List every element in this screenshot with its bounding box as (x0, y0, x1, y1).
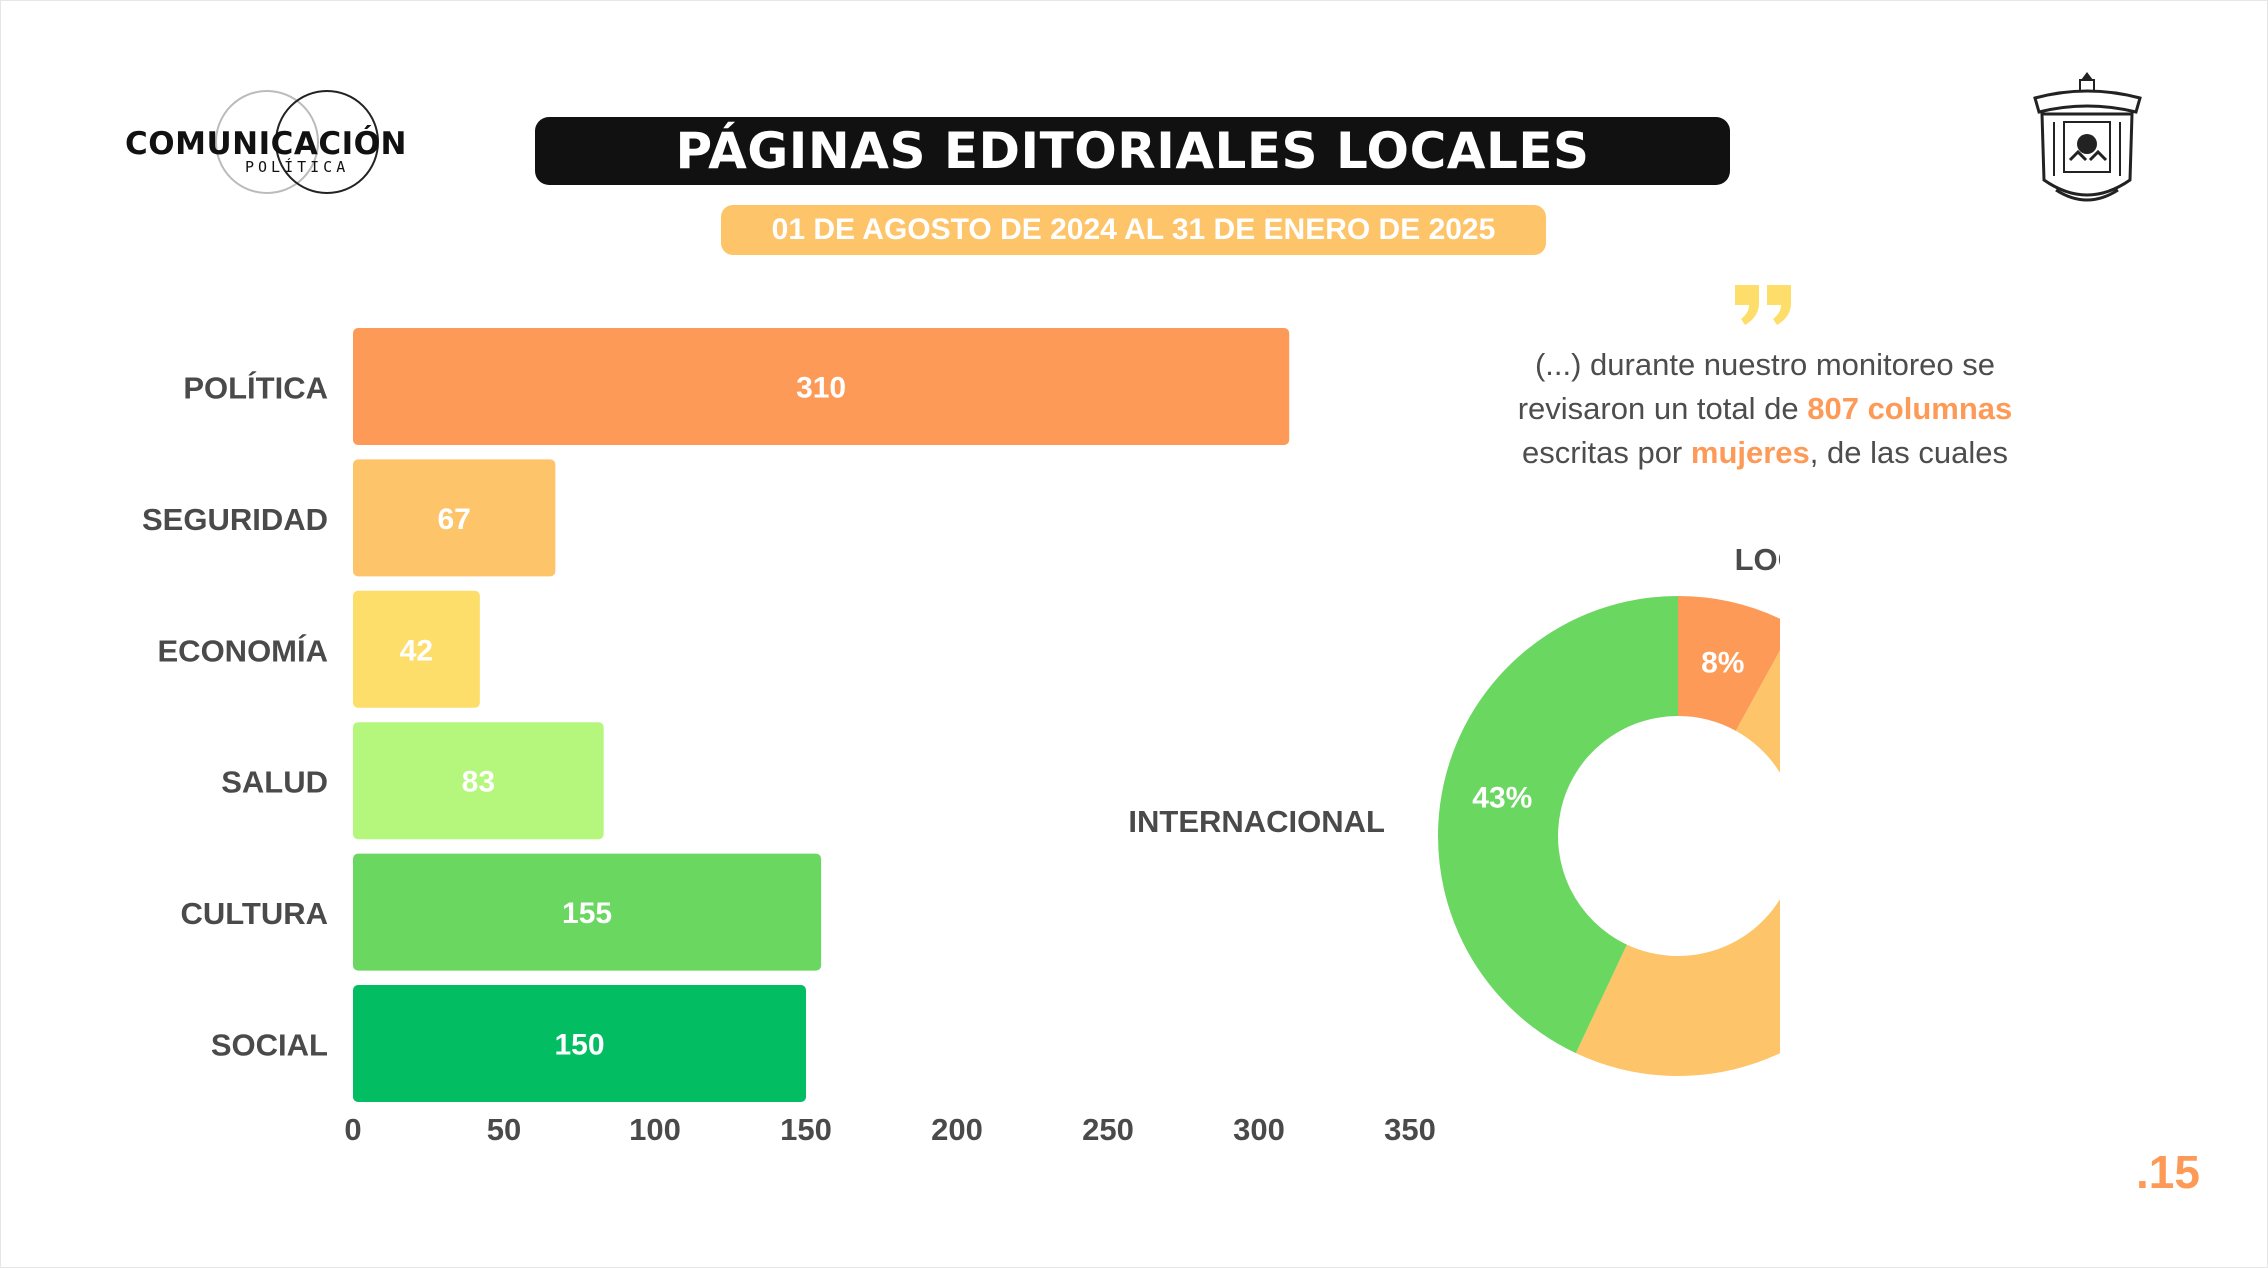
bar-chart: POLÍTICA SEGURIDAD ECONOMÍA SALUD CULTURA SOC… (142, 328, 1436, 1147)
quote-text: (...) durante nuestro monitoreo se revis… (1400, 343, 2130, 475)
x-tick-label: 350 (1384, 1112, 1436, 1147)
category-label: CULTURA (180, 896, 328, 931)
quote-text-part: revisaron un total de (1517, 391, 1808, 426)
quote-highlight-women: mujeres (1690, 435, 1810, 470)
quote-text-part: , de las cuales (1809, 435, 2008, 470)
bar-value-label: 310 (796, 372, 846, 405)
bar-5 (353, 985, 806, 1102)
logo-word: COMUNICACIÓN (125, 126, 407, 162)
bar-1 (353, 459, 556, 577)
donut-chart: 8%49%43% LOCALNACIONALINTERNACIONAL (1128, 542, 1780, 1076)
x-tick-label: 300 (1233, 1112, 1285, 1147)
quote-line-1: (...) durante nuestro monitoreo se (1534, 347, 1996, 382)
page-number: .15 (2136, 1146, 2200, 1198)
bar-value-label: 150 (554, 1029, 604, 1062)
x-tick-label: 100 (629, 1112, 681, 1147)
date-range-subtitle: 01 DE AGOSTO DE 2024 AL 31 DE ENERO DE 2… (721, 205, 1546, 255)
quote-line-3: escritas por mujeres, de las cuales (1400, 431, 2130, 475)
x-tick-label: 200 (931, 1112, 983, 1147)
slice-category-label: INTERNACIONAL (1128, 804, 1385, 839)
university-seal-icon (2033, 72, 2142, 202)
x-tick-label: 50 (487, 1112, 521, 1147)
bar-value-label: 83 (462, 766, 495, 799)
bar-0 (353, 328, 1290, 445)
quote-text-part: escritas por (1522, 435, 1691, 470)
x-tick-label: 150 (780, 1112, 832, 1147)
category-label: POLÍTICA (183, 371, 328, 406)
quote-highlight-columns: 807 columnas (1807, 391, 2013, 426)
quote-mark-icon (1735, 285, 1791, 325)
x-tick-label: 0 (344, 1112, 361, 1147)
x-tick-label: 250 (1082, 1112, 1134, 1147)
comunicacion-politica-logo: COMUNICACIÓN POLÍTICA (125, 88, 475, 198)
slice-percent-label: 8% (1701, 647, 1744, 680)
bar-value-label: 155 (562, 897, 612, 930)
slice-category-label: LOCAL (1735, 542, 1780, 577)
quote-line-2: revisaron un total de 807 columnas (1400, 387, 2130, 431)
category-label: ECONOMÍA (158, 633, 329, 668)
donut-slice-0 (1678, 596, 1780, 731)
donut-slice-2 (1437, 596, 1678, 1054)
bar-3 (353, 722, 604, 840)
slice-percent-label: 43% (1472, 782, 1532, 815)
bar-value-label: 42 (400, 634, 433, 667)
category-label: SOCIAL (211, 1028, 328, 1063)
logo-ring-right (275, 90, 379, 194)
page-title: PÁGINAS EDITORIALES LOCALES (535, 117, 1730, 185)
bar-2 (353, 590, 480, 708)
donut-slice-1 (1575, 650, 1780, 1076)
category-label: SEGURIDAD (142, 502, 328, 537)
category-label: SALUD (221, 765, 328, 800)
logo-sub: POLÍTICA (245, 158, 350, 176)
bar-4 (353, 853, 822, 971)
bar-value-label: 67 (437, 503, 470, 536)
